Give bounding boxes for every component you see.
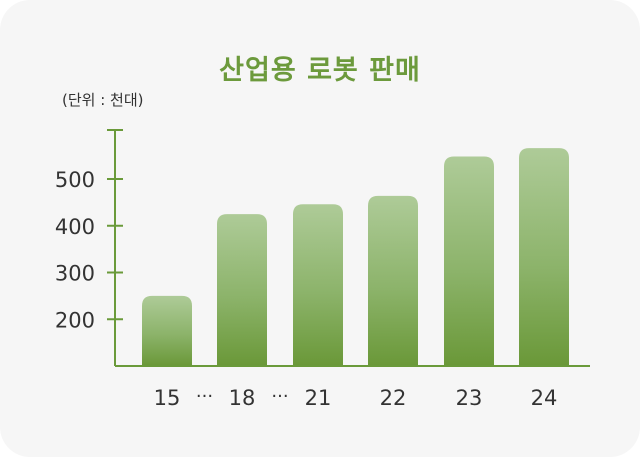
x-tick-label-15: 15 <box>154 386 181 410</box>
y-tick-label-300: 300 <box>55 262 95 286</box>
chart-title: 산업용 로봇 판매 <box>219 55 421 86</box>
x-tick-label-21: 21 <box>305 386 332 410</box>
x-tick-label-23: 23 <box>456 386 483 410</box>
bar-23 <box>444 156 494 366</box>
y-tick-label-500: 500 <box>55 168 95 192</box>
x-ellipsis-after-18: ··· <box>271 386 288 407</box>
y-tick-label-200: 200 <box>55 308 95 332</box>
bar-22 <box>368 195 418 366</box>
x-tick-label-24: 24 <box>531 386 558 410</box>
x-tick-label-18: 18 <box>229 386 256 410</box>
y-tick-label-400: 400 <box>55 215 95 239</box>
bar-18 <box>217 214 267 366</box>
unit-note: (단위 : 천대) <box>62 91 144 109</box>
bar-24 <box>519 148 569 366</box>
x-ellipsis-after-15: ··· <box>196 386 213 407</box>
x-tick-label-22: 22 <box>380 386 407 410</box>
bar-15 <box>142 295 192 366</box>
bar-21 <box>293 204 343 366</box>
